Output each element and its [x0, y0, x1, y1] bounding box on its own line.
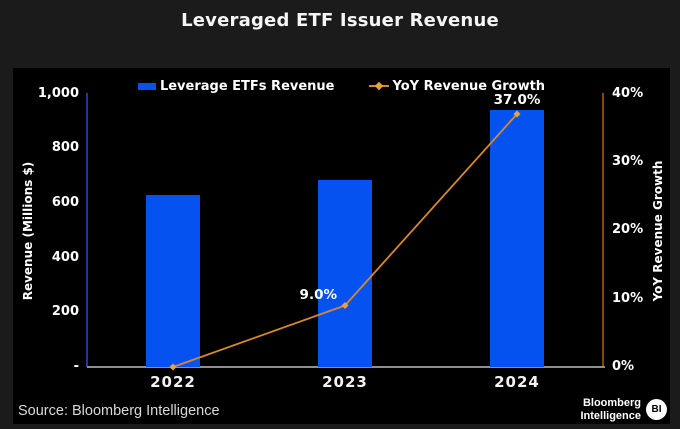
chart-panel: Leverage ETFs Revenue YoY Revenue Growth… — [13, 68, 670, 424]
chart-title: Leveraged ETF Issuer Revenue — [181, 10, 499, 31]
diamond-marker-icon — [374, 81, 383, 91]
line-swatch-icon — [368, 81, 389, 91]
bar-2022 — [146, 194, 200, 367]
brand-line2: Intelligence — [580, 409, 641, 422]
x-axis-label-2023: 2023 — [322, 373, 368, 391]
right-axis-tick: 10% — [612, 290, 644, 306]
left-axis-tick: 400 — [51, 249, 79, 265]
left-axis-tick: - — [73, 359, 79, 374]
right-axis-tick: 30% — [612, 153, 644, 169]
left-axis-tick: 800 — [51, 140, 79, 156]
brand-line1: Bloomberg — [582, 397, 641, 409]
growth-label-2023: 9.0% — [299, 287, 337, 304]
legend-label-revenue: Leverage ETFs Revenue — [159, 78, 335, 94]
bar-swatch-icon — [137, 82, 156, 90]
left-axis-tick: 600 — [51, 194, 79, 210]
bar-2024 — [490, 109, 544, 367]
growth-label-2024: 37.0% — [493, 92, 541, 108]
legend-item-revenue: Leverage ETFs Revenue — [137, 78, 335, 94]
bloomberg-intelligence-logo: Bloomberg Intelligence BI — [580, 397, 667, 422]
bi-badge-icon: BI — [646, 399, 667, 421]
legend-label-growth: YoY Revenue Growth — [392, 78, 546, 94]
brand-text: Bloomberg Intelligence — [580, 397, 641, 422]
left-axis-line — [86, 93, 88, 367]
right-axis-tick: 40% — [612, 85, 644, 101]
legend: Leverage ETFs Revenue YoY Revenue Growth — [13, 77, 670, 95]
right-axis-tick: 0% — [612, 359, 635, 374]
left-axis-tick: 200 — [51, 304, 79, 320]
bar-2023 — [318, 179, 372, 367]
right-axis-tick: 20% — [612, 222, 644, 238]
x-axis-label-2022: 2022 — [150, 373, 196, 391]
right-axis-line — [602, 93, 604, 367]
legend-item-growth: YoY Revenue Growth — [368, 78, 546, 94]
left-axis-tick: 1,000 — [37, 85, 79, 101]
x-axis-label-2024: 2024 — [494, 373, 540, 391]
source-text: Source: Bloomberg Intelligence — [18, 403, 220, 419]
